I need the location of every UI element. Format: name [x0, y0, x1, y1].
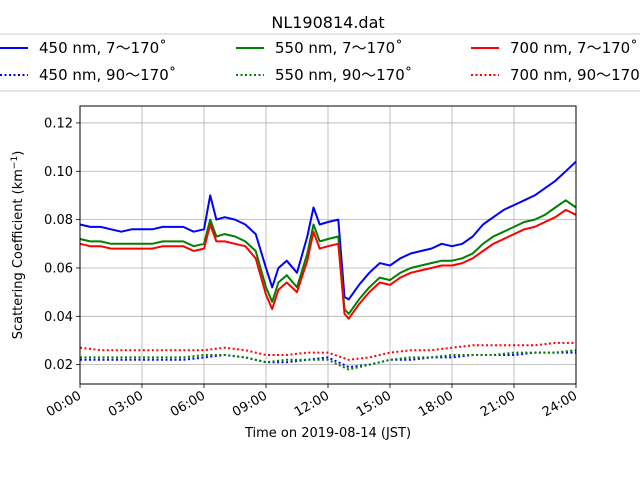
series-line-6 — [79, 341, 576, 361]
legend-label: 550 nm, 7～170˚ — [275, 39, 403, 57]
y-tick-label: 0.06 — [44, 261, 73, 276]
legend-label: 700 nm, 90～170˚ — [510, 66, 640, 84]
x-tick-label: 15:00 — [354, 388, 394, 420]
x-axis-label: Time on 2019-08-14 (JST) — [244, 426, 411, 441]
y-tick-label: 0.08 — [44, 213, 73, 228]
y-tick-label: 0.04 — [44, 310, 73, 325]
y-tick-label: 0.02 — [44, 358, 73, 373]
x-tick-label: 09:00 — [230, 388, 270, 420]
legend-label: 450 nm, 90～170˚ — [39, 66, 176, 84]
series-line-4 — [80, 349, 577, 371]
x-tick-label: 00:00 — [44, 388, 84, 420]
y-axis-label-sup: −1 — [10, 156, 20, 169]
y-axis-label-end: ) — [11, 151, 26, 156]
legend-label: 450 nm, 7～170˚ — [39, 39, 167, 57]
y-tick-label: 0.10 — [44, 165, 73, 180]
x-tick-label: 06:00 — [168, 388, 208, 420]
legend: 450 nm, 7～170˚ 450 nm, 90～170˚ 550 nm, 7～1… — [0, 33, 640, 92]
y-axis-label-main: Scattering Coefficient (km — [11, 169, 26, 339]
legend-label: 550 nm, 90～170˚ — [275, 66, 412, 84]
x-tick-label: 18:00 — [416, 388, 456, 420]
plot-area — [79, 160, 577, 371]
y-tick-label: 0.12 — [44, 116, 73, 131]
x-tick-label: 24:00 — [540, 388, 580, 420]
x-tick-label: 03:00 — [106, 388, 146, 420]
x-tick-label: 21:00 — [478, 388, 518, 420]
x-axis: 00:00 03:00 06:00 09:00 12:00 15:00 18:00 21:00… — [44, 384, 580, 420]
x-tick-label: 12:00 — [292, 388, 332, 420]
series-line-5 — [79, 208, 577, 320]
chart-title: NL190814.dat — [271, 13, 384, 32]
series-line-2 — [80, 351, 576, 369]
series-line-3 — [79, 199, 577, 315]
y-axis: 0.02 0.04 0.06 0.08 0.10 0.12 — [44, 116, 80, 373]
grid — [79, 106, 577, 384]
y-axis-label: Scattering Coefficient (km−1) — [10, 151, 26, 340]
legend-label: 700 nm, 7～170˚ — [510, 39, 638, 57]
series-line-1 — [79, 160, 577, 301]
